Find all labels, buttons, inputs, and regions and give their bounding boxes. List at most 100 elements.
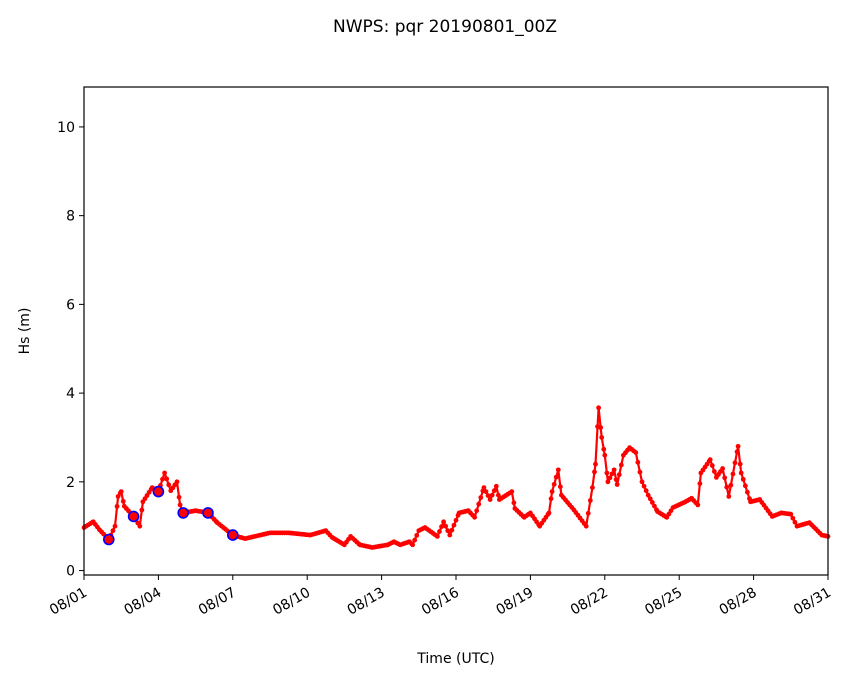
model-point xyxy=(451,522,457,528)
observation-point xyxy=(227,529,239,541)
model-point xyxy=(483,489,489,494)
model-point xyxy=(724,484,730,490)
chart-title: NWPS: pqr 20190801_00Z xyxy=(333,17,557,37)
model-point xyxy=(162,470,168,476)
model-point xyxy=(601,446,607,452)
model-point xyxy=(139,507,145,513)
model-point xyxy=(414,532,420,538)
model-point xyxy=(546,510,552,516)
model-point xyxy=(590,485,595,491)
model-point xyxy=(509,489,515,494)
model-point xyxy=(599,435,605,440)
model-point xyxy=(160,476,165,482)
model-point xyxy=(441,519,446,525)
model-point xyxy=(557,484,563,490)
observation-point xyxy=(202,507,214,519)
model-point xyxy=(112,523,118,529)
model-point xyxy=(489,492,495,498)
observation-point xyxy=(152,485,165,498)
model-point xyxy=(633,450,639,455)
model-point xyxy=(697,481,703,487)
x-tick-label: 08/01 xyxy=(47,585,90,619)
model-point xyxy=(609,471,615,477)
model-point xyxy=(592,469,597,475)
model-point xyxy=(593,461,598,467)
x-tick-label: 08/19 xyxy=(493,585,536,619)
model-point xyxy=(745,489,750,495)
model-point xyxy=(720,466,725,471)
model-point xyxy=(639,479,645,485)
model-point xyxy=(790,515,796,521)
model-point xyxy=(174,479,180,485)
model-point xyxy=(447,532,453,538)
x-tick-label: 08/22 xyxy=(568,585,611,619)
model-point xyxy=(476,501,482,507)
model-point xyxy=(735,443,741,449)
model-point xyxy=(734,449,740,455)
model-point xyxy=(737,461,743,467)
model-point xyxy=(645,492,651,498)
model-point xyxy=(166,482,172,488)
model-point xyxy=(613,477,619,483)
model-point xyxy=(652,503,657,509)
axes-frame xyxy=(83,86,829,576)
model-point xyxy=(453,517,459,523)
model-point xyxy=(495,492,501,498)
model-point xyxy=(449,527,455,533)
model-point xyxy=(722,475,728,481)
y-tick-label: 4 xyxy=(66,386,75,402)
model-point xyxy=(641,483,647,489)
observation-point xyxy=(127,510,140,523)
model-point xyxy=(788,511,794,517)
y-tick-label: 10 xyxy=(57,120,75,136)
model-point xyxy=(474,508,480,514)
model-point xyxy=(549,489,555,494)
x-tick-label: 08/04 xyxy=(121,585,164,619)
model-point xyxy=(637,469,643,475)
model-point xyxy=(487,497,493,502)
model-point xyxy=(555,467,561,473)
model-point xyxy=(177,502,183,508)
x-tick-label: 08/16 xyxy=(419,585,462,619)
model-point xyxy=(445,528,451,534)
model-point xyxy=(643,488,649,494)
model-point xyxy=(118,489,124,494)
x-axis: 08/01 08/04 08/07 08/10 08/13 08/16 08/19 08/22… xyxy=(47,575,834,619)
model-point xyxy=(472,514,477,520)
model-point xyxy=(738,470,744,476)
model-point xyxy=(616,472,622,478)
model-point xyxy=(439,524,444,530)
model-point xyxy=(585,510,591,516)
model-point xyxy=(596,405,601,411)
model-point xyxy=(511,500,517,506)
x-tick-label: 08/25 xyxy=(642,585,685,619)
model-point xyxy=(493,483,499,489)
y-axis: 0 2 4 6 8 10 xyxy=(57,120,84,580)
plot-area xyxy=(81,405,831,550)
model-point xyxy=(709,463,715,468)
model-point xyxy=(443,523,449,529)
model-point xyxy=(618,462,624,468)
model-point xyxy=(602,452,608,458)
model-point xyxy=(611,467,617,473)
model-point xyxy=(605,479,611,485)
x-tick-label: 08/31 xyxy=(791,585,834,619)
model-point xyxy=(120,498,126,504)
model-point xyxy=(437,529,442,534)
model-point xyxy=(410,542,415,548)
model-point xyxy=(551,481,557,487)
model-point xyxy=(607,475,613,481)
x-tick-label: 08/28 xyxy=(717,585,760,619)
model-point xyxy=(481,485,487,491)
model-point xyxy=(485,493,491,498)
model-point xyxy=(587,498,593,503)
model-point xyxy=(137,523,143,529)
model-point xyxy=(635,459,641,465)
x-axis-label: Time (UTC) xyxy=(416,651,494,667)
y-tick-label: 8 xyxy=(66,209,75,225)
model-point xyxy=(614,482,620,487)
y-tick-label: 6 xyxy=(66,297,75,313)
model-point xyxy=(412,537,418,543)
model-point xyxy=(548,496,554,502)
